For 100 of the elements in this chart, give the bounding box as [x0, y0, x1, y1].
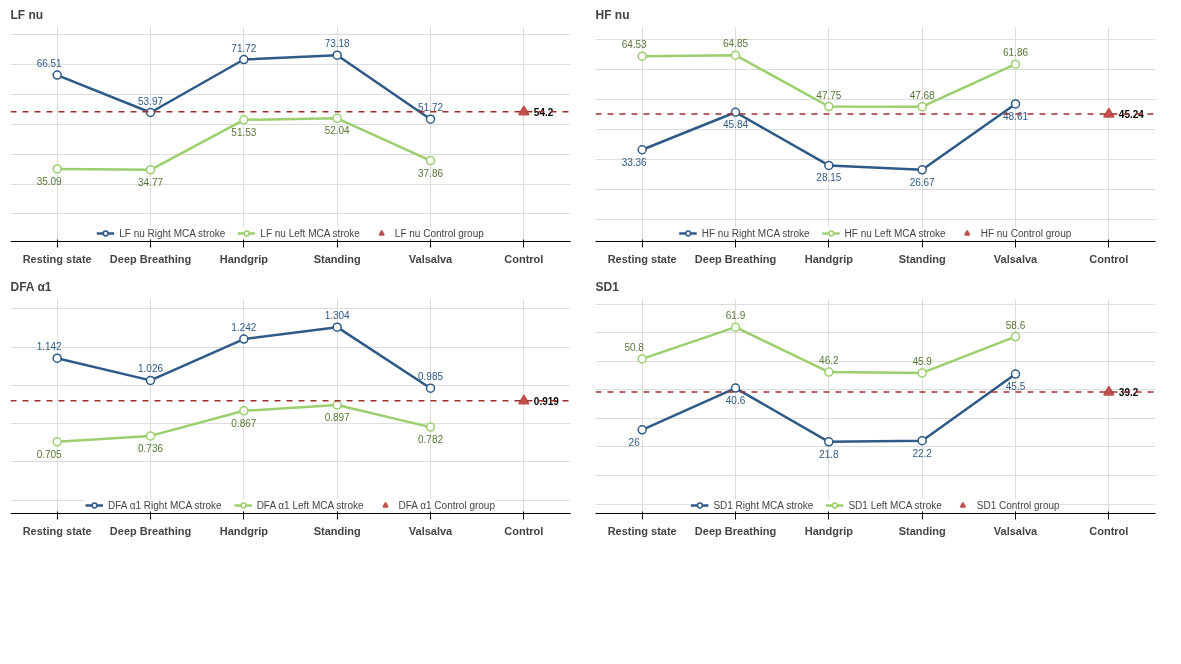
- x-tick-label: Standing: [313, 524, 361, 537]
- data-label: 47.68: [909, 89, 936, 101]
- data-label: 48.61: [1002, 110, 1029, 122]
- data-label: 1.304: [324, 310, 351, 322]
- x-tick-label: Standing: [313, 252, 361, 265]
- point: [637, 51, 647, 61]
- data-label: 61.86: [1002, 47, 1029, 59]
- data-label: 64.53: [621, 39, 648, 51]
- point: [824, 367, 834, 377]
- data-label: 0.985: [417, 371, 444, 383]
- point: [1010, 59, 1021, 69]
- point: [730, 383, 741, 393]
- point: [637, 354, 647, 364]
- x-tick-label: Control: [504, 252, 544, 265]
- x-tick-label: Resting state: [22, 252, 92, 265]
- point: [425, 114, 436, 124]
- legend-label: LF nu Right MCA stroke: [119, 227, 226, 239]
- data-label: 1.142: [36, 341, 63, 353]
- data-label: 51.72: [417, 102, 444, 114]
- legend-label: SD1 Left MCA stroke: [848, 499, 942, 511]
- data-label: 52.04: [324, 125, 351, 137]
- point: [52, 353, 62, 363]
- data-label: 61.9: [725, 310, 746, 322]
- data-label: 33.36: [621, 156, 648, 168]
- legend-label: DFA α1 Right MCA stroke: [108, 499, 222, 511]
- point: [1010, 331, 1021, 342]
- point: [917, 165, 927, 175]
- point: [824, 101, 834, 112]
- point: [730, 107, 741, 117]
- data-label: 45.9: [912, 355, 933, 367]
- x-tick-label: Resting state: [607, 252, 677, 265]
- data-label: 0.736: [137, 442, 164, 454]
- data-label: 64.85: [722, 38, 749, 50]
- data-label: 22.2: [912, 447, 933, 459]
- point: [824, 437, 834, 447]
- data-label: 1.242: [231, 322, 257, 334]
- data-label: 21.8: [819, 448, 839, 460]
- point: [145, 431, 156, 441]
- legend-label: HF nu Control group: [980, 227, 1072, 239]
- x-tick-label: Handgrip: [804, 252, 854, 265]
- point: [730, 50, 741, 60]
- legend-label: HF nu Right MCA stroke: [701, 227, 810, 239]
- legend-label: LF nu Left MCA stroke: [260, 227, 360, 239]
- point: [1103, 385, 1115, 396]
- x-tick-label: Valsalva: [408, 524, 454, 537]
- data-label: 0.705: [36, 448, 63, 460]
- point: [518, 394, 530, 405]
- point: [637, 425, 647, 435]
- x-tick-label: Control: [504, 524, 544, 537]
- x-tick-label: Handgrip: [219, 252, 269, 265]
- x-tick-label: Valsalva: [408, 252, 454, 265]
- point: [730, 322, 741, 332]
- point: [145, 107, 156, 118]
- data-label: 54.2: [533, 106, 554, 118]
- point: [425, 155, 436, 166]
- point: [52, 437, 62, 447]
- data-label: 34.77: [137, 176, 164, 188]
- point: [917, 368, 927, 378]
- data-label: 37.86: [417, 167, 444, 179]
- x-tick-label: Valsalva: [993, 524, 1039, 537]
- chart-title: SD1: [595, 279, 620, 294]
- data-label: 53.97: [137, 95, 164, 107]
- point: [1010, 369, 1021, 379]
- point: [145, 165, 156, 175]
- data-label: 73.18: [324, 38, 351, 50]
- legend-label: LF nu Control group: [394, 227, 484, 239]
- point: [917, 435, 927, 446]
- data-label: 40.6: [725, 395, 746, 407]
- data-label: 0.897: [324, 412, 351, 424]
- point: [52, 164, 62, 174]
- point: [332, 400, 342, 410]
- point: [332, 322, 342, 332]
- point: [425, 383, 436, 393]
- chart-title: DFA α1: [10, 279, 52, 294]
- data-label: 26: [628, 436, 641, 448]
- data-label: 0.867: [231, 417, 257, 429]
- point: [239, 406, 249, 416]
- data-label: 58.6: [1005, 319, 1026, 331]
- point: [239, 115, 249, 125]
- x-tick-label: Deep Breathing: [109, 252, 192, 265]
- data-label: 66.51: [36, 58, 63, 70]
- data-label: 35.09: [36, 175, 63, 187]
- chart-title: LF nu: [10, 7, 44, 22]
- point: [637, 145, 647, 155]
- data-label: 39.2: [1118, 387, 1139, 399]
- x-tick-label: Resting state: [607, 524, 677, 537]
- data-label: 45.84: [722, 119, 749, 131]
- data-label: 51.53: [231, 126, 257, 138]
- x-tick-label: Handgrip: [804, 524, 854, 537]
- legend-label: DFA α1 Control group: [398, 499, 495, 511]
- data-label: 26.67: [909, 176, 936, 188]
- x-tick-label: Resting state: [22, 524, 92, 537]
- point: [425, 422, 436, 432]
- point: [917, 101, 927, 112]
- legend-label: HF nu Left MCA stroke: [844, 227, 946, 239]
- point: [332, 113, 342, 124]
- x-tick-label: Handgrip: [219, 524, 269, 537]
- point: [332, 50, 342, 60]
- x-tick-label: Control: [1089, 524, 1129, 537]
- data-label: 28.15: [816, 172, 842, 184]
